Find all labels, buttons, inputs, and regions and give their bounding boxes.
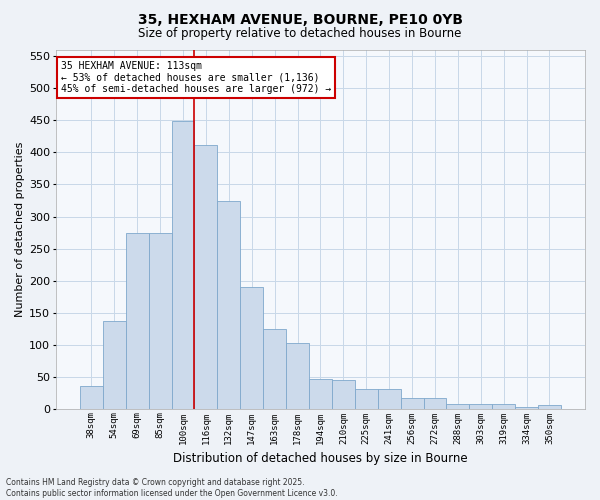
Bar [80,386,103,408]
Bar [149,232,172,408]
Bar [377,390,401,408]
Bar [332,380,355,408]
Text: 35 HEXHAM AVENUE: 113sqm
← 53% of detached houses are smaller (1,136)
45% of sem: 35 HEXHAM AVENUE: 113sqm ← 53% of detach… [61,61,331,94]
Bar [263,328,286,408]
Bar [355,390,377,408]
Bar [401,398,424,408]
Bar [103,321,126,408]
Text: Contains HM Land Registry data © Crown copyright and database right 2025.
Contai: Contains HM Land Registry data © Crown c… [6,478,338,498]
Bar [424,398,446,408]
Y-axis label: Number of detached properties: Number of detached properties [15,142,25,317]
Bar [538,405,561,408]
Bar [126,232,149,408]
X-axis label: Distribution of detached houses by size in Bourne: Distribution of detached houses by size … [173,452,468,465]
Text: Size of property relative to detached houses in Bourne: Size of property relative to detached ho… [139,28,461,40]
Bar [286,342,309,408]
Text: 35, HEXHAM AVENUE, BOURNE, PE10 0YB: 35, HEXHAM AVENUE, BOURNE, PE10 0YB [137,12,463,26]
Bar [469,404,492,408]
Bar [446,404,469,408]
Bar [492,404,515,408]
Bar [515,406,538,408]
Bar [309,378,332,408]
Bar [194,146,217,408]
Bar [240,287,263,408]
Bar [172,121,194,408]
Bar [217,200,240,408]
